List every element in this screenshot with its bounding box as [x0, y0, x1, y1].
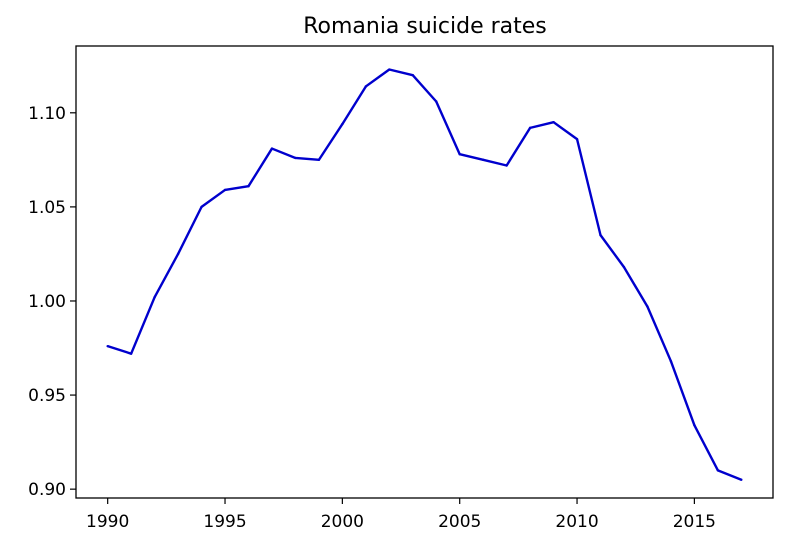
data-point — [247, 184, 250, 188]
data-point — [294, 156, 297, 160]
data-point — [528, 126, 532, 130]
x-axis: 1990 1995 2000 2005 2010 2015 — [86, 498, 716, 532]
x-tick-label: 2000 — [321, 512, 364, 532]
x-tick-label: 2015 — [673, 512, 716, 532]
data-point — [481, 158, 485, 162]
axes-frame — [75, 45, 774, 499]
data-point — [200, 205, 203, 209]
data-point — [341, 122, 344, 126]
data-point — [223, 188, 227, 192]
y-tick-label: 0.95 — [28, 386, 66, 406]
data-point — [740, 478, 743, 481]
data-point — [364, 85, 368, 88]
data-point — [270, 147, 274, 150]
y-axis: 0.90 0.95 1.00 1.05 1.10 — [28, 104, 76, 500]
data-point — [176, 252, 180, 256]
data-point — [669, 360, 673, 363]
data-point — [388, 68, 391, 71]
y-tick-label: 1.10 — [28, 104, 66, 124]
data-point — [552, 121, 555, 124]
data-point — [317, 158, 321, 162]
data-point — [646, 305, 649, 308]
data-point — [599, 233, 602, 237]
series-line — [107, 68, 742, 481]
data-point — [622, 265, 626, 269]
data-point — [716, 469, 720, 472]
data-point — [435, 100, 438, 103]
data-point — [458, 153, 461, 156]
x-tick-label: 2005 — [438, 512, 481, 532]
data-point — [153, 296, 156, 299]
x-tick-label: 1990 — [86, 512, 129, 532]
plot-area — [106, 68, 743, 481]
data-point — [411, 73, 414, 77]
x-tick-label: 2010 — [555, 512, 598, 532]
y-tick-label: 0.90 — [28, 480, 66, 500]
y-tick-label: 1.00 — [28, 292, 66, 312]
data-point — [106, 344, 109, 348]
data-point — [575, 137, 579, 141]
chart-title: Romania suicide rates — [303, 14, 547, 39]
data-point — [693, 423, 696, 427]
data-point — [505, 164, 508, 167]
y-tick-label: 1.05 — [28, 198, 66, 218]
data-point — [129, 352, 133, 355]
x-tick-label: 1995 — [203, 512, 246, 532]
